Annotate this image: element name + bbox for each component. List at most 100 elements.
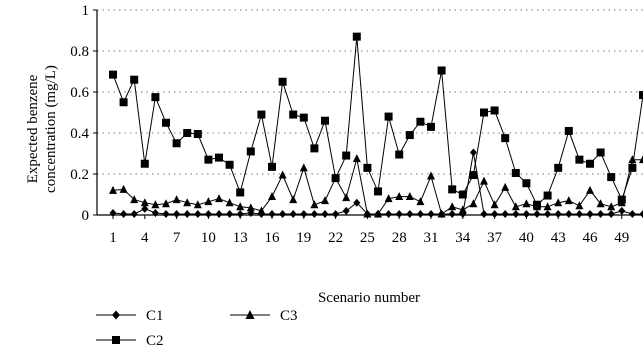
legend-label: C1	[146, 308, 164, 324]
data-point-c3	[395, 192, 404, 201]
data-point-c2	[363, 163, 372, 172]
data-point-c1	[183, 209, 191, 218]
data-point-c2	[268, 162, 276, 171]
data-point-c1	[491, 209, 499, 218]
data-point-c3	[162, 199, 170, 208]
x-tick-label: 4	[141, 230, 149, 246]
data-point-c1	[639, 209, 643, 218]
data-point-c2	[299, 113, 308, 122]
data-point-c2	[448, 185, 457, 194]
data-point-c1	[363, 209, 371, 218]
data-point-c2	[586, 159, 594, 168]
data-point-c3	[554, 198, 563, 207]
data-point-c3	[607, 202, 616, 211]
data-point-c2	[490, 106, 499, 115]
data-point-c2	[427, 122, 435, 131]
data-point-c3	[586, 185, 594, 194]
data-point-c2	[140, 159, 149, 168]
data-point-c2	[172, 139, 181, 148]
data-point-c3	[246, 203, 255, 212]
data-point-c1	[332, 209, 340, 218]
data-point-c1	[565, 209, 573, 218]
data-point-c2	[437, 66, 446, 75]
data-point-c1	[406, 209, 414, 218]
data-point-c1	[448, 209, 456, 218]
data-point-c2	[321, 116, 329, 125]
x-tick-label: 31	[424, 230, 439, 246]
data-point-c1	[427, 209, 435, 218]
y-axis-title-line1: Expected benzene	[25, 74, 41, 183]
data-point-c1	[257, 209, 265, 218]
data-point-c3	[564, 196, 573, 205]
data-point-c3	[289, 195, 298, 204]
x-tick-label: 10	[201, 230, 216, 246]
x-tick-label: 37	[487, 230, 503, 246]
data-point-c2	[289, 110, 298, 119]
data-point-c2	[617, 195, 626, 204]
data-point-c3	[596, 199, 605, 208]
data-point-c1	[321, 209, 329, 218]
data-point-c1	[618, 206, 626, 215]
data-point-c1	[512, 209, 520, 218]
legend-label: C3	[280, 308, 298, 324]
y-tick-labels: 0 0.2 0.4 0.6 0.8 1	[70, 3, 89, 224]
data-point-c1	[522, 209, 530, 218]
x-tick-label: 7	[173, 230, 181, 246]
data-point-c1	[173, 209, 181, 218]
data-point-c3	[109, 185, 117, 194]
data-point-c2	[119, 98, 128, 107]
data-point-c1	[279, 209, 287, 218]
data-point-c2	[543, 191, 552, 200]
data-point-c2	[607, 173, 616, 182]
data-point-c3	[628, 155, 637, 164]
data-point-c2	[564, 126, 573, 135]
data-point-c3	[183, 198, 192, 207]
data-point-c3	[299, 163, 308, 172]
data-point-c1	[374, 209, 382, 218]
data-point-c1	[120, 209, 128, 218]
y-tick-label: 0.4	[70, 126, 89, 142]
data-point-c1	[480, 209, 488, 218]
data-point-c3	[278, 170, 287, 179]
data-point-c3	[427, 171, 435, 180]
data-point-c1	[204, 209, 212, 218]
data-point-c2	[225, 160, 234, 169]
data-point-c2	[458, 190, 467, 199]
data-point-c1	[353, 198, 361, 207]
data-point-c3	[172, 195, 181, 204]
y-tick-label: 1	[82, 3, 90, 19]
x-tick-labels: 1 4 7 10 13 16 19 22 25 28 31 34 37 40 43 46 49	[109, 230, 629, 246]
data-point-c2	[331, 174, 340, 183]
y-tick-label: 0.8	[70, 44, 89, 60]
data-point-c1	[554, 209, 562, 218]
data-point-c1	[226, 209, 234, 218]
data-point-c3	[575, 201, 584, 210]
data-point-c2	[639, 91, 643, 100]
data-point-c2	[384, 112, 393, 121]
data-point-c1	[310, 209, 318, 218]
y-axis-title-line2: concentration (mg/L)	[43, 65, 59, 193]
data-point-c1	[385, 209, 393, 218]
data-point-c2	[596, 148, 605, 157]
legend-item-c3: C3	[230, 308, 298, 324]
data-point-c2	[193, 130, 202, 139]
x-tick-label: 19	[296, 230, 311, 246]
data-point-c1	[416, 209, 424, 218]
data-point-c2	[204, 155, 213, 164]
data-point-c2	[151, 93, 160, 102]
data-point-c3	[469, 199, 478, 208]
data-point-c1	[300, 209, 308, 218]
data-point-c2	[522, 179, 531, 188]
data-point-c3	[321, 196, 329, 205]
data-point-c2	[554, 163, 563, 172]
data-point-c2	[405, 131, 414, 140]
data-point-c3	[416, 197, 425, 206]
x-tick-label: 46	[583, 230, 599, 246]
data-point-c3	[268, 192, 276, 201]
data-point-c2	[480, 108, 488, 117]
x-tick-label: 28	[392, 230, 407, 246]
data-point-c1	[141, 204, 149, 213]
data-point-c1	[628, 209, 636, 218]
data-point-c1	[162, 209, 170, 218]
